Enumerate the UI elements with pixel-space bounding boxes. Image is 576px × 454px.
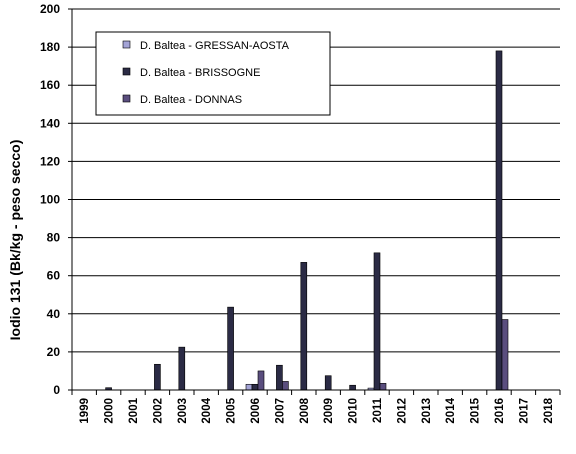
bar [178, 346, 186, 391]
y-tick-label: 200 [40, 2, 60, 16]
y-tick-label: 80 [47, 231, 61, 245]
bar [154, 363, 161, 391]
y-tick-label: 0 [53, 383, 60, 397]
x-tick-label: 2018 [543, 397, 555, 423]
y-tick-label: 160 [40, 78, 60, 92]
y-axis-title: Iodio 131 (Bk/kg - peso secco) [7, 140, 23, 341]
legend-box [95, 31, 331, 116]
y-tick-label: 60 [47, 269, 61, 283]
x-tick-label: 2014 [445, 397, 457, 423]
x-tick-label: 2002 [152, 398, 164, 424]
legend-label: D. Baltea - GRESSAN-AOSTA [140, 40, 290, 52]
x-tick-label: 2016 [494, 398, 506, 424]
legend-swatch [122, 67, 131, 76]
x-tick-label: 2001 [128, 397, 140, 423]
bar [251, 383, 259, 391]
bar [349, 384, 356, 391]
y-tick-label: 100 [40, 193, 60, 207]
y-tick-label: 40 [47, 307, 61, 321]
legend-label: D. Baltea - DONNAS [140, 94, 242, 106]
bar [257, 370, 265, 391]
x-tick-label: 2008 [299, 397, 311, 423]
bar [324, 375, 332, 391]
x-tick-label: 2005 [226, 397, 238, 423]
y-tick-label: 120 [40, 154, 60, 168]
x-tick-label: 2013 [421, 398, 433, 424]
bar [227, 306, 234, 391]
y-tick-label: 20 [47, 345, 61, 359]
legend: D. Baltea - GRESSAN-AOSTA D. Baltea - BRI… [95, 31, 331, 116]
legend-swatch [122, 94, 131, 103]
y-tick-labels: 0 20 40 60 80 100 120 140 160 180 200 [40, 2, 72, 397]
bar [282, 381, 289, 391]
x-tick-label: 2003 [177, 398, 189, 424]
legend-swatch [122, 40, 131, 49]
bar [300, 262, 308, 391]
x-tick-label: 2007 [274, 398, 286, 424]
bar [373, 252, 381, 391]
x-tick-label: 2012 [396, 398, 408, 424]
bars [105, 50, 509, 391]
y-tick-label: 180 [40, 40, 60, 54]
x-tick-label: 2000 [104, 398, 116, 424]
bar [276, 364, 283, 391]
bar [501, 319, 509, 391]
y-tick-label: 140 [40, 116, 60, 130]
x-tick-label: 2011 [372, 397, 384, 423]
x-tick-label: 2006 [250, 398, 262, 424]
bar [495, 50, 503, 391]
x-tick-label: 2004 [201, 397, 213, 423]
x-tick-label: 2009 [323, 398, 335, 424]
x-tick-label: 2015 [470, 397, 482, 423]
bar [245, 383, 253, 391]
bar [379, 383, 387, 391]
x-tick-label: 2017 [518, 398, 530, 424]
x-tick-labels: 1999 2000 2001 2002 2003 2004 2005 2006 2007 2008… [79, 397, 555, 423]
legend-label: D. Baltea - BRISSOGNE [140, 67, 260, 79]
x-tick-label: 2010 [348, 398, 360, 424]
x-tick-label: 1999 [79, 398, 91, 424]
